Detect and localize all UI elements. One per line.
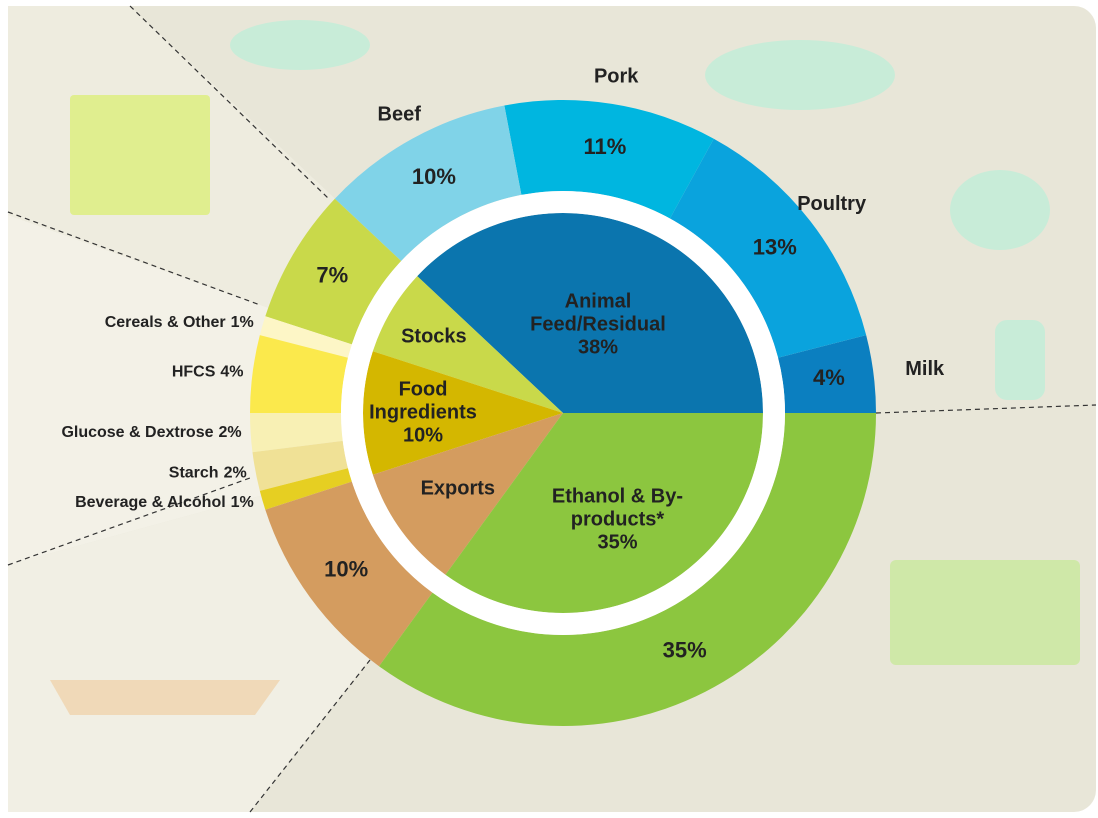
outer-value-label: 2% <box>224 465 247 482</box>
inner-label-line: 38% <box>523 336 673 359</box>
outer-category-label: Milk <box>905 358 945 380</box>
inner-label-line: 10% <box>348 425 498 448</box>
inner-label-line: Ethanol & By-products* <box>542 485 692 531</box>
outer-value-label: 1% <box>231 314 254 331</box>
outer-category-label: Beef <box>378 103 422 125</box>
ship-icon <box>50 680 280 715</box>
outer-category-label: Pork <box>594 65 639 87</box>
outer-value-label: 7% <box>316 262 348 287</box>
inner-label: Ethanol & By-products*35% <box>542 485 692 554</box>
outer-value-label: 4% <box>813 365 845 390</box>
inner-label-line: Exports <box>383 478 533 501</box>
outer-category-label: Cereals & Other <box>105 314 226 331</box>
outer-category-label: HFCS <box>172 364 216 381</box>
outer-side-label: Cereals & Other 1% <box>105 314 254 331</box>
outer-category-label: Beverage & Alcohol <box>75 494 226 511</box>
outer-value-label: 35% <box>663 638 707 663</box>
outer-value-label: 10% <box>324 556 368 581</box>
inner-label: Stocks <box>359 325 509 348</box>
outer-value-label: 11% <box>584 134 627 159</box>
silo-icon <box>70 95 210 215</box>
outer-value-label: 10% <box>412 164 456 189</box>
inner-label-line: Animal Feed/Residual <box>523 290 673 336</box>
outer-value-label: 13% <box>753 235 797 260</box>
inner-label: Exports <box>383 478 533 501</box>
factory-icon <box>890 560 1080 665</box>
inner-label-line: Food Ingredients <box>348 379 498 425</box>
outer-category-label: Poultry <box>797 193 867 215</box>
chart: 4% Milk 13%Poultry 11% Pork 10% Beef 7% Cereals … <box>0 0 1098 818</box>
outer-side-label: Starch 2% <box>169 465 247 482</box>
inner-label-line: 35% <box>542 531 692 554</box>
inner-label-line: Stocks <box>359 325 509 348</box>
chart-svg: 4% Milk 13%Poultry 11% Pork 10% Beef 7% Cereals … <box>0 0 1098 818</box>
outer-value-label: 1% <box>231 494 254 511</box>
outer-value-label: 2% <box>219 424 242 441</box>
outer-value-label: 4% <box>220 364 243 381</box>
outer-category-label: Starch <box>169 465 219 482</box>
outer-category-label: Glucose & Dextrose <box>61 424 213 441</box>
